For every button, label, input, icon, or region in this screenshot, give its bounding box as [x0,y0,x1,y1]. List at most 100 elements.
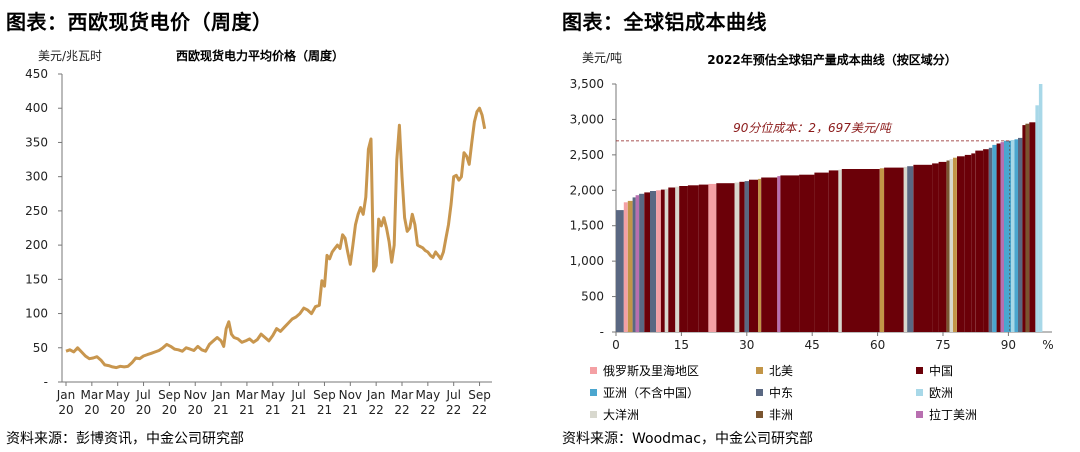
cost-bar-china [698,184,709,332]
cost-bar-china [996,143,1001,332]
legend-item-africa: 非洲 [756,406,793,423]
cost-bar-china [1029,122,1036,332]
right-y-tick-label: - [600,325,604,339]
left-figure-title: 图表：西欧现货电价（周度） [6,10,273,34]
left-x-tick-label: Jul [445,388,460,402]
cost-bar-middle-east [907,166,914,332]
cost-bar-china [761,177,778,332]
cost-bar-china [644,192,650,332]
legend-item-china: 中国 [916,362,953,379]
legend-swatch [756,389,763,396]
legend-label: 非洲 [769,408,794,422]
right-panel: 图表：全球铝成本曲线 2022年预估全球铝产量成本曲线（按区域分） 美元/吨 - 50… [540,0,1080,452]
left-x-tick-label: Jul [290,388,305,402]
cost-bar-china [971,153,976,332]
cost-bar-europe [1035,105,1039,332]
left-x-tick-label: 20 [162,403,177,417]
legend-label: 大洋洲 [603,408,640,422]
left-y-tick-label: 200 [25,238,48,252]
right-x-unit: % [1042,338,1053,352]
cost-bar-china [884,167,904,332]
left-y-tick-label: - [44,375,48,389]
cost-bar-latam [1000,142,1005,332]
cost-bar-china [828,170,839,332]
left-x-tick-label: Sep [313,388,336,402]
right-x-tick-label: 45 [805,338,820,352]
p90-annotation: 90分位成本：2，697美元/吨 [733,121,893,135]
cost-bar-asia [1014,139,1018,332]
cost-bar-middle-east [744,181,749,332]
left-x-tick-label: 21 [317,403,332,417]
left-x-tick-label: 20 [110,403,125,417]
cost-bar-china [668,187,676,332]
cost-bar-china [1022,125,1026,332]
cost-bar-north-america [953,157,957,332]
left-y-tick-label: 150 [25,272,48,286]
cost-bar-north-america [758,178,762,332]
left-chart-title: 西欧现货电力平均价格（周度） [176,48,344,63]
cost-bar-middle-east [616,210,624,332]
cost-bar-china [679,186,688,332]
left-x-tick-label: Mar [236,388,259,402]
cost-bar-oceania [903,166,908,332]
legend-item-latam: 拉丁美洲 [916,406,977,423]
right-y-tick-label: 3,000 [570,112,604,126]
cost-bar-africa [946,160,950,332]
cost-bar-oceania [949,159,953,332]
right-x-tick-label: 75 [935,338,950,352]
cost-bar-china [932,163,939,332]
right-y-unit: 美元/吨 [582,51,622,65]
left-x-tick-label: Jan [211,388,231,402]
left-x-tick-label: May [415,388,440,402]
legend-label: 中国 [929,364,954,378]
left-panel: 图表：西欧现货电价（周度） 西欧现货电力平均价格（周度） 美元/兆瓦时 - 50 100… [6,10,492,447]
right-y-tick-label: 2,000 [570,183,604,197]
cost-bar-north-america [879,168,885,332]
legend-swatch [916,367,923,374]
cost-bar-latam [635,195,640,332]
cost-bar-china [938,161,947,332]
right-x-tick-label: 90 [1001,338,1016,352]
left-x-tick-label: 20 [84,403,99,417]
right-figure-title: 图表：全球铝成本曲线 [562,10,767,34]
cost-bar-china [799,174,815,332]
left-x-tick-label: 22 [369,403,384,417]
legend-swatch [916,411,923,418]
right-y-tick-label: 3,500 [570,77,604,91]
cost-bar-middle-east [988,147,993,332]
legend-swatch [756,411,763,418]
left-x-tick-label: 21 [213,403,228,417]
cost-bar-china [739,181,745,332]
right-chart-title: 2022年预估全球铝产量成本曲线（按区域分） [707,52,956,67]
cost-bar-china [983,149,989,332]
cost-bar-oceania [675,186,680,332]
left-y-unit: 美元/兆瓦时 [38,49,102,63]
legend-item-middle-east: 中东 [756,384,793,401]
left-x-tick-label: Nov [339,388,362,402]
left-y-tick-label: 250 [25,204,48,218]
left-x-tick-label: Jul [135,388,150,402]
left-x-tick-label: 22 [472,403,487,417]
cost-bar-europe [1011,140,1015,332]
right-y-tick-label: 1,500 [570,219,604,233]
cost-bar-russia [708,183,717,332]
left-x-tick-label: 21 [343,403,358,417]
left-x-tick-label: Nov [184,388,207,402]
cost-bar-middle-east [1018,137,1023,332]
legend-item-asia: 亚洲（不含中国） [590,384,699,401]
cost-bar-china [957,156,965,332]
cost-bar-asia [1004,140,1011,332]
right-y-tick-label: 1,000 [570,254,604,268]
cost-bar-china [716,183,735,332]
right-source: 资料来源：Woodmac，中金公司研究部 [562,431,813,447]
power-price-chart: 西欧现货电力平均价格（周度） 美元/兆瓦时 - 50 100 150 200 250 300 35… [25,48,492,417]
left-x-tick-label: 21 [291,403,306,417]
legend-item-north-america: 北美 [756,362,793,379]
legend-item-russia: 俄罗斯及里海地区 [590,362,699,379]
legend-label: 欧洲 [929,386,954,400]
cost-bar-oceania [734,182,740,332]
left-source: 资料来源：彭博资讯，中金公司研究部 [6,431,244,447]
right-x-tick-label: 15 [674,338,689,352]
left-x-tick-label: Jan [56,388,76,402]
left-x-tick-label: Mar [81,388,104,402]
